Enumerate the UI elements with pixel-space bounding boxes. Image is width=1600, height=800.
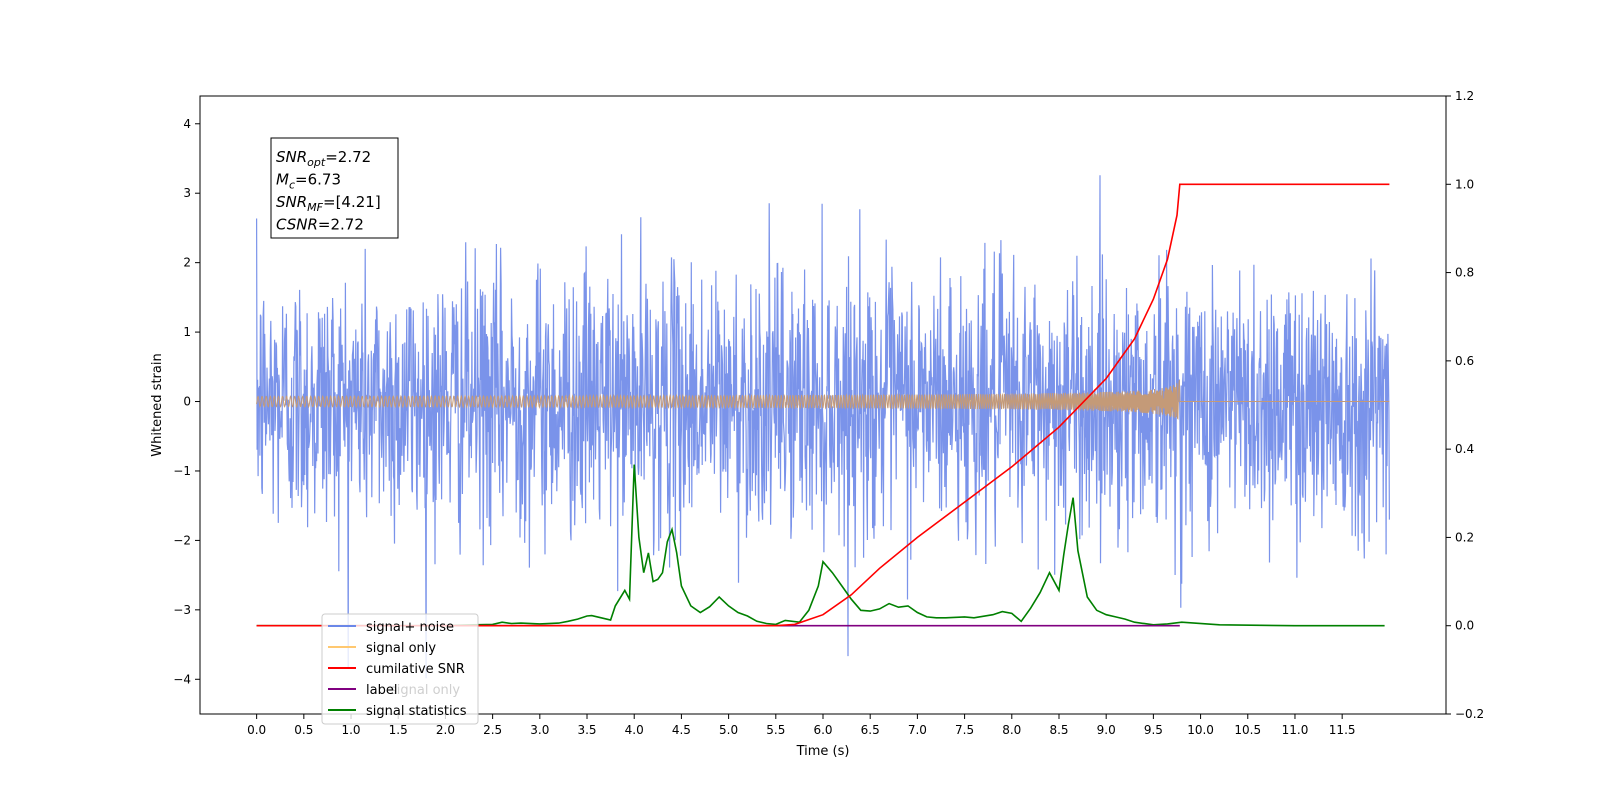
y-left-tick-label: 1 — [183, 325, 191, 339]
x-tick-label: 6.5 — [861, 723, 880, 737]
y-left-tick-label: 4 — [183, 117, 191, 131]
x-tick-label: 7.5 — [955, 723, 974, 737]
y-right-tick-label: 1.0 — [1455, 177, 1474, 191]
y-left-tick-label: 3 — [183, 186, 191, 200]
x-tick-label: 5.0 — [719, 723, 738, 737]
x-tick-label: 5.5 — [766, 723, 785, 737]
x-axis-label: Time (s) — [796, 744, 850, 759]
series-signal-noise-line — [256, 175, 1390, 679]
y-right-tick-label: −0.2 — [1455, 707, 1484, 721]
y-left-tick-label: −1 — [173, 464, 191, 478]
series-signal-statistics-line — [256, 464, 1385, 627]
x-tick-label: 10.0 — [1187, 723, 1214, 737]
y-right-tick-label: 0.8 — [1455, 266, 1474, 280]
x-tick-label: 1.0 — [341, 723, 360, 737]
x-tick-label: 9.0 — [1097, 723, 1116, 737]
x-tick-label: 11.0 — [1282, 723, 1309, 737]
x-tick-label: 0.0 — [247, 723, 266, 737]
x-tick-label: 2.5 — [483, 723, 502, 737]
x-tick-label: 3.0 — [530, 723, 549, 737]
stats-box-frame — [270, 137, 399, 239]
legend: signal only signal+ noise signal only cumil… — [321, 613, 479, 725]
y-left-tick-label: 0 — [183, 395, 191, 409]
legend-entry-label: signal only — [366, 641, 436, 656]
y-left-tick-label: 2 — [183, 256, 191, 270]
x-tick-label: 11.5 — [1329, 723, 1356, 737]
stats-box-line: CSNR=2.72 — [276, 216, 364, 234]
stats-box-line: Mc=6.73 — [276, 171, 341, 192]
x-tick-label: 8.5 — [1049, 723, 1068, 737]
y-axis-label-left: Whitened strain — [150, 353, 165, 456]
stats-box-line: SNRMF=[4.21] — [276, 193, 381, 214]
legend-overlaid-text: signal only — [390, 683, 460, 698]
x-tick-label: 7.0 — [908, 723, 927, 737]
series-signal-only-line — [256, 379, 1390, 420]
y-left-tick-label: −4 — [173, 672, 191, 686]
x-tick-label: 0.5 — [294, 723, 313, 737]
x-tick-label: 8.0 — [1002, 723, 1021, 737]
legend-entry-label: label — [366, 683, 397, 698]
x-tick-label: 10.5 — [1234, 723, 1261, 737]
y-right-tick-label: 1.2 — [1455, 89, 1474, 103]
y-right-tick-label: 0.2 — [1455, 530, 1474, 544]
x-tick-label: 4.0 — [625, 723, 644, 737]
x-tick-label: 4.5 — [672, 723, 691, 737]
legend-entry-label: signal+ noise — [366, 620, 454, 635]
x-tick-label: 3.5 — [577, 723, 596, 737]
x-tick-label: 9.5 — [1144, 723, 1163, 737]
y-right-tick-label: 0.6 — [1455, 354, 1474, 368]
y-left-tick-label: −3 — [173, 603, 191, 617]
x-tick-label: 6.0 — [813, 723, 832, 737]
x-tick-label: 1.5 — [389, 723, 408, 737]
series-cumulative-snr-line — [256, 183, 1390, 627]
y-right-tick-label: 0.4 — [1455, 442, 1474, 456]
legend-entry-label: signal statistics — [366, 704, 467, 719]
legend-entry-label: cumilative SNR — [366, 662, 465, 677]
y-right-tick-label: 0.0 — [1455, 619, 1474, 633]
stats-box-line: SNRopt=2.72 — [276, 148, 371, 169]
y-left-tick-label: −2 — [173, 533, 191, 547]
x-tick-label: 2.0 — [436, 723, 455, 737]
plot-frame — [199, 95, 1447, 715]
legend-frame — [321, 613, 479, 725]
